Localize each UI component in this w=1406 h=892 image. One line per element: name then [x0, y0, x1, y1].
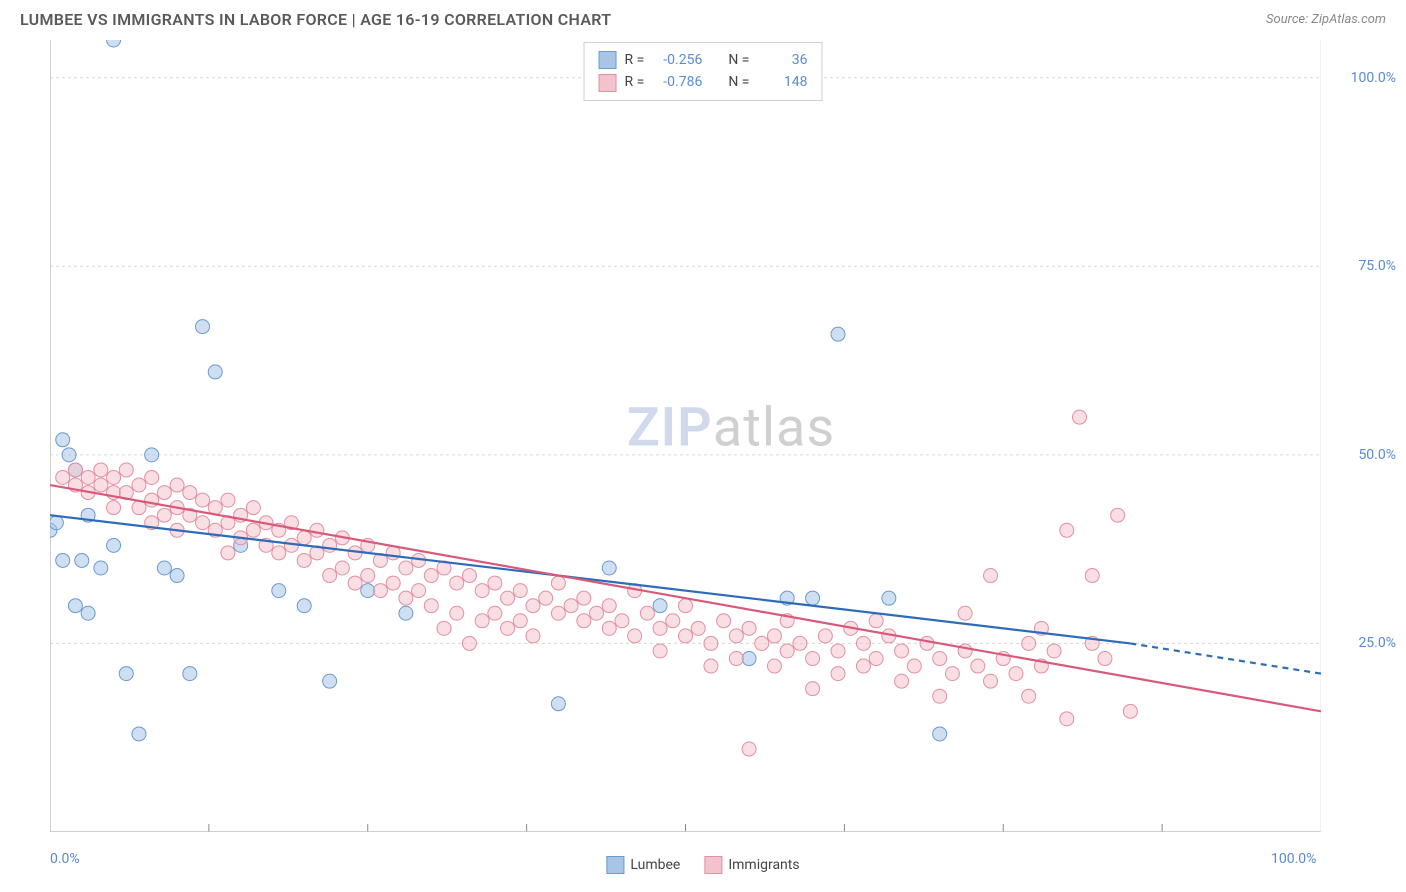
- lumbee-n-value: 36: [757, 49, 807, 71]
- y-tick-label: 100.0%: [1351, 70, 1396, 86]
- immigrants-label: Immigrants: [728, 857, 799, 873]
- scatter-chart: [50, 40, 1321, 832]
- y-tick-label: 75.0%: [1358, 258, 1396, 274]
- chart-title: LUMBEE VS IMMIGRANTS IN LABOR FORCE | AG…: [20, 10, 611, 29]
- immigrants-r-value: -0.786: [652, 71, 702, 93]
- source-attribution: Source: ZipAtlas.com: [1266, 12, 1386, 27]
- lumbee-r-value: -0.256: [652, 49, 702, 71]
- lumbee-label: Lumbee: [630, 857, 680, 873]
- legend-item-lumbee: Lumbee: [606, 856, 680, 874]
- legend-row-lumbee: R = -0.256 N = 36: [599, 49, 808, 71]
- correlation-legend: R = -0.256 N = 36 R = -0.786 N = 148: [584, 42, 823, 101]
- r-label: R =: [625, 49, 645, 71]
- series-legend: Lumbee Immigrants: [606, 856, 799, 874]
- immigrants-n-value: 148: [757, 71, 807, 93]
- y-tick-label: 25.0%: [1358, 635, 1396, 651]
- legend-item-immigrants: Immigrants: [704, 856, 799, 874]
- lumbee-swatch: [606, 856, 624, 874]
- n-label: N =: [728, 71, 749, 93]
- n-label: N =: [728, 49, 749, 71]
- lumbee-swatch: [599, 51, 617, 69]
- r-label: R =: [625, 71, 645, 93]
- immigrants-swatch: [599, 74, 617, 92]
- x-tick-label: 100.0%: [1271, 851, 1316, 867]
- chart-area: [50, 40, 1321, 832]
- legend-row-immigrants: R = -0.786 N = 148: [599, 71, 808, 93]
- x-tick-label: 0.0%: [50, 851, 80, 867]
- immigrants-swatch: [704, 856, 722, 874]
- y-tick-label: 50.0%: [1358, 447, 1396, 463]
